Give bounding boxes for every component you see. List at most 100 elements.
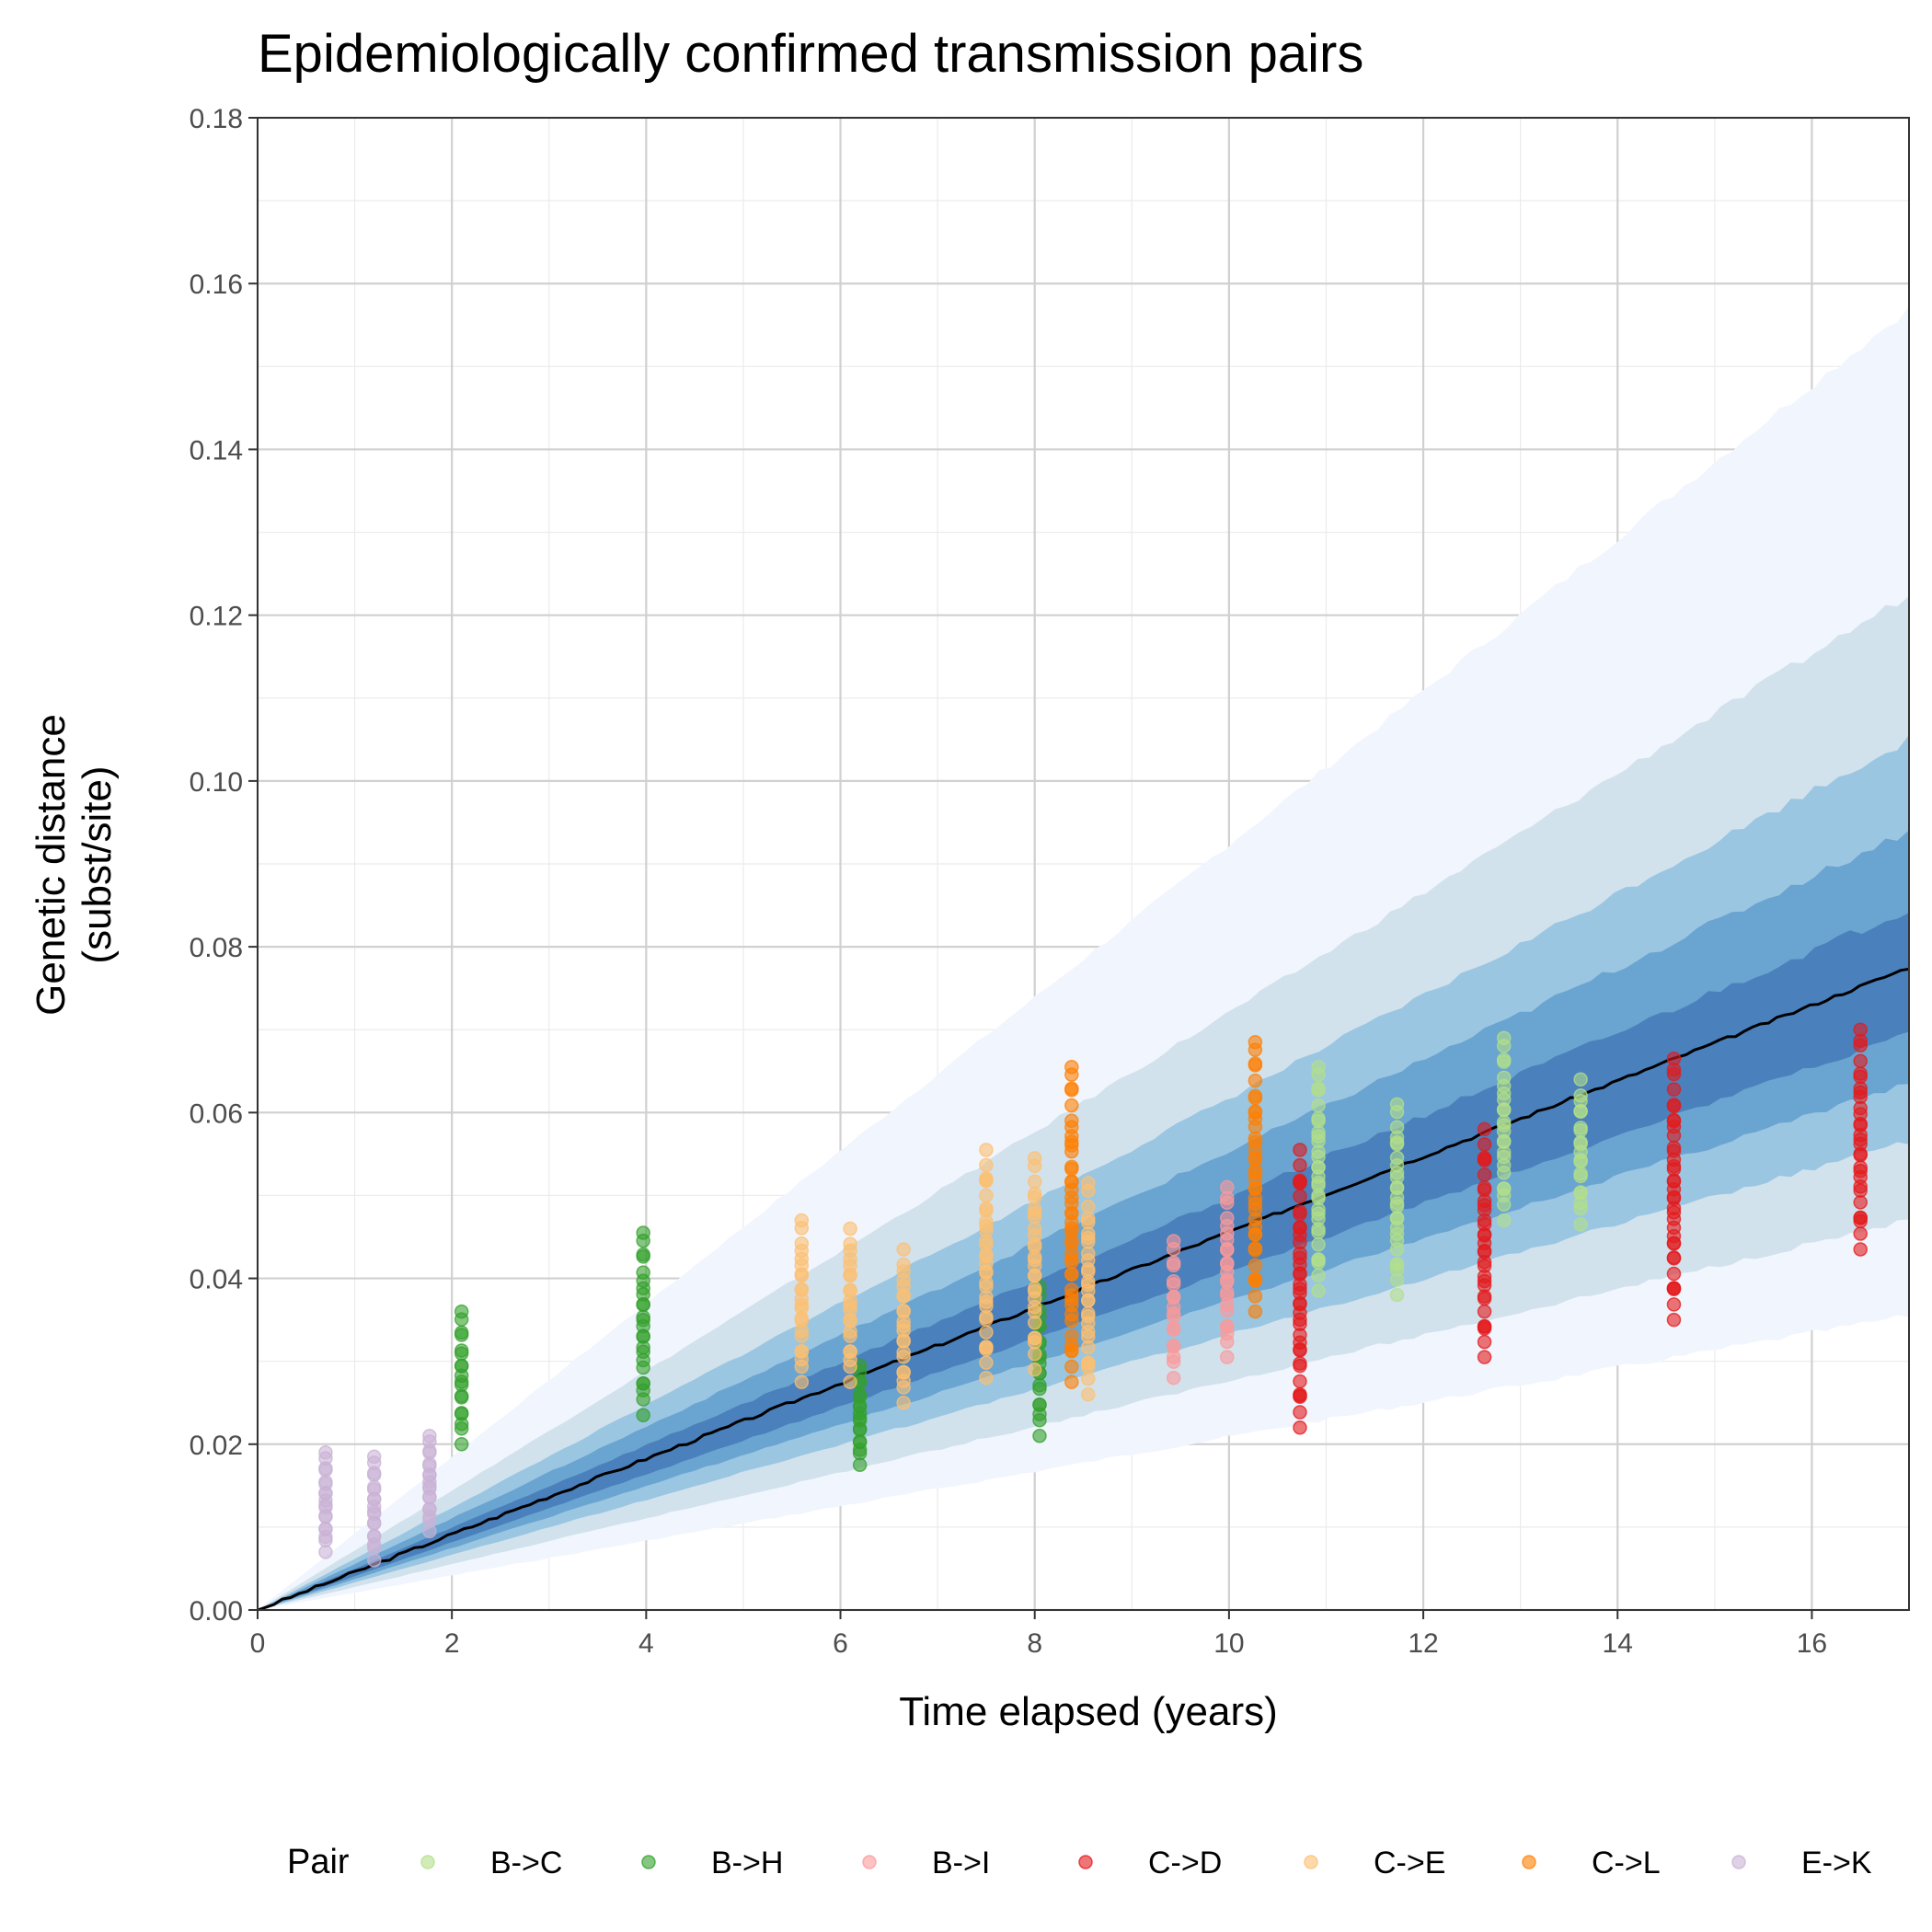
data-point	[1064, 1313, 1079, 1328]
data-point	[852, 1389, 868, 1405]
data-point	[843, 1374, 857, 1389]
x-axis: 0 2 4 6 8 10 12 14 16	[250, 1610, 1827, 1659]
data-point	[1220, 1304, 1235, 1318]
data-point	[794, 1328, 810, 1343]
data-point	[1293, 1312, 1307, 1328]
data-point	[1166, 1370, 1181, 1386]
data-point	[843, 1359, 857, 1374]
data-point	[794, 1258, 810, 1273]
data-point	[1081, 1355, 1096, 1371]
data-point	[1293, 1221, 1307, 1236]
data-point	[1064, 1251, 1079, 1267]
data-point	[1853, 1211, 1868, 1225]
data-point	[1573, 1122, 1588, 1138]
data-point	[843, 1283, 857, 1298]
data-point	[454, 1406, 469, 1420]
data-point	[1064, 1328, 1079, 1343]
data-point	[1064, 1282, 1079, 1297]
data-point	[1477, 1180, 1492, 1195]
data-point	[1477, 1193, 1492, 1209]
legend-item-B->C: B->C	[420, 1846, 562, 1880]
data-point	[1293, 1157, 1307, 1173]
data-point	[1311, 1149, 1326, 1165]
data-point	[1081, 1253, 1096, 1268]
y-tick-label: 0.12	[190, 602, 243, 632]
y-tick-label: 0.10	[190, 767, 243, 798]
legend-item-C->L: C->L	[1522, 1846, 1661, 1880]
data-point	[1248, 1105, 1263, 1120]
data-point	[1666, 1282, 1682, 1296]
data-point	[1081, 1199, 1096, 1214]
data-point	[1311, 1268, 1326, 1283]
y-tick-label: 0.16	[190, 270, 243, 300]
series-B->C	[1311, 1030, 1588, 1303]
data-point	[318, 1445, 333, 1460]
data-point	[1496, 1213, 1512, 1228]
data-point	[1027, 1283, 1042, 1299]
data-point	[1666, 1052, 1682, 1066]
data-point	[1248, 1227, 1263, 1242]
series-B->H	[454, 1225, 1047, 1473]
data-point	[318, 1545, 333, 1559]
data-point	[1477, 1334, 1492, 1350]
data-point	[636, 1392, 650, 1407]
data-point	[843, 1258, 857, 1273]
data-point	[1477, 1216, 1492, 1232]
legend-label: B->C	[490, 1846, 562, 1880]
data-point	[794, 1313, 810, 1328]
data-point	[1389, 1130, 1405, 1145]
legend-marker	[1304, 1855, 1318, 1869]
data-points	[318, 1022, 1868, 1568]
data-point	[1064, 1174, 1079, 1189]
data-point	[794, 1374, 810, 1389]
legend-label: C->E	[1374, 1846, 1445, 1880]
series-C->E	[794, 1143, 1096, 1410]
data-point	[1081, 1176, 1096, 1190]
data-point	[1666, 1297, 1682, 1312]
data-point	[843, 1221, 857, 1236]
data-point	[1064, 1267, 1079, 1282]
legend-marker	[1522, 1855, 1536, 1869]
data-point	[1027, 1362, 1042, 1377]
y-tick-label: 0.14	[190, 435, 243, 466]
data-point	[1027, 1330, 1042, 1346]
data-point	[1389, 1170, 1405, 1185]
data-point	[1853, 1179, 1868, 1194]
data-point	[1389, 1211, 1405, 1226]
data-point	[896, 1304, 911, 1319]
data-point	[1293, 1246, 1307, 1261]
data-point	[1666, 1204, 1682, 1220]
data-point	[896, 1279, 911, 1294]
data-point	[1853, 1022, 1868, 1037]
data-point	[1853, 1163, 1868, 1179]
data-point	[1248, 1304, 1263, 1319]
data-point	[1496, 1052, 1512, 1067]
data-point	[979, 1237, 994, 1252]
legend-label: C->D	[1148, 1846, 1222, 1880]
data-point	[1220, 1232, 1235, 1248]
data-point	[979, 1294, 994, 1309]
data-point	[1389, 1242, 1405, 1257]
data-point	[1166, 1277, 1181, 1292]
data-point	[1311, 1098, 1326, 1113]
data-point	[1311, 1222, 1326, 1236]
data-point	[1027, 1151, 1042, 1166]
data-point	[1853, 1242, 1868, 1257]
data-point	[1666, 1140, 1682, 1156]
data-point	[1220, 1334, 1235, 1350]
y-tick-label: 0.00	[190, 1596, 243, 1627]
data-point	[1220, 1255, 1235, 1271]
data-point	[1496, 1092, 1512, 1107]
data-point	[1220, 1288, 1235, 1303]
data-point	[1311, 1206, 1326, 1221]
data-point	[979, 1143, 994, 1157]
data-point	[1293, 1176, 1307, 1190]
data-point	[318, 1477, 333, 1491]
data-point	[794, 1282, 810, 1297]
data-point	[979, 1188, 994, 1203]
data-point	[979, 1214, 994, 1229]
data-point	[1293, 1420, 1307, 1435]
uncertainty-band	[258, 913, 1909, 1610]
data-point	[979, 1355, 994, 1370]
